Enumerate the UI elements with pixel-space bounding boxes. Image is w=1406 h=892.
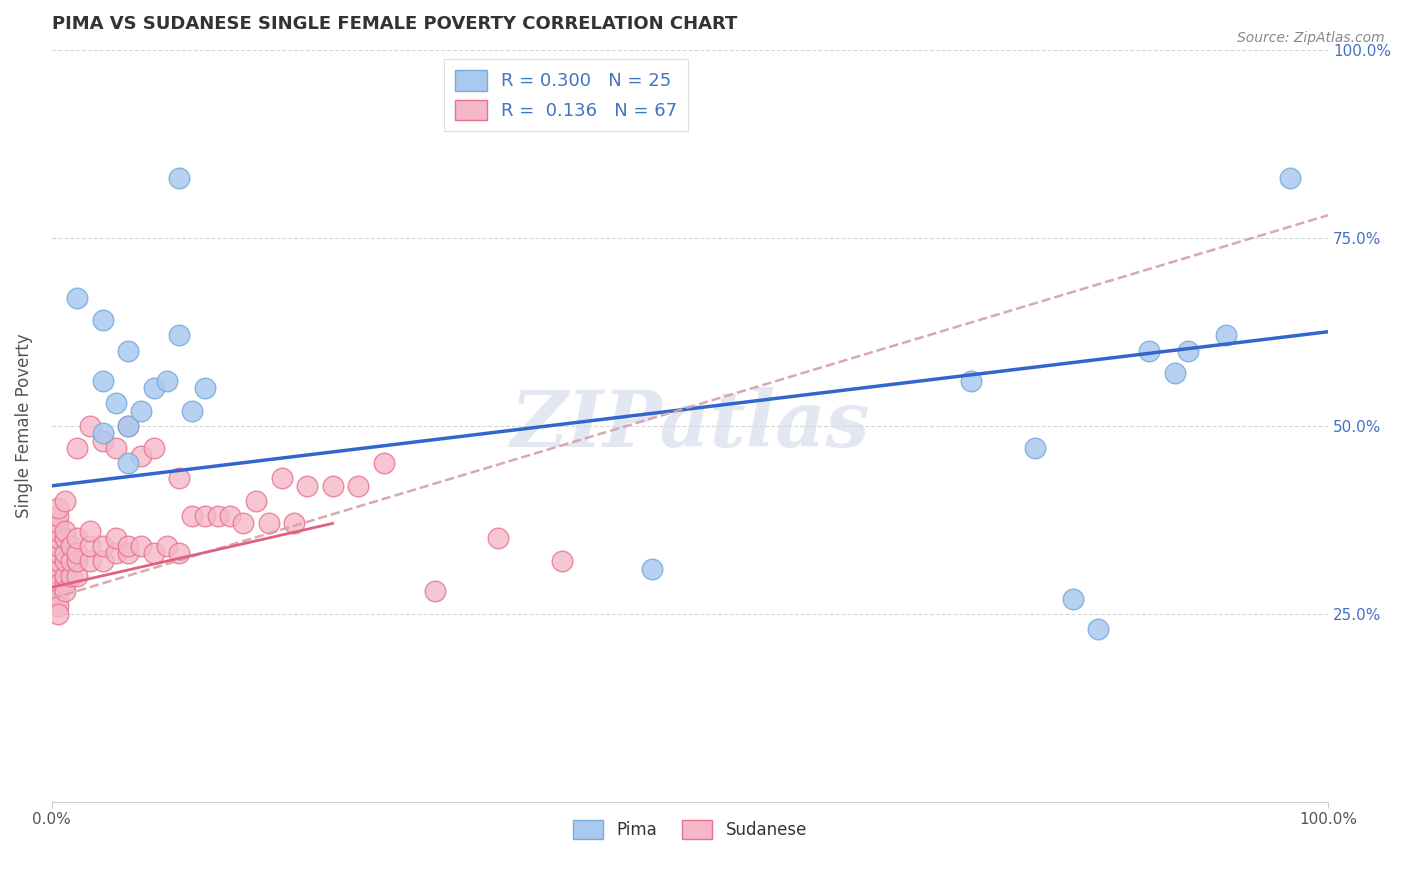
Point — [46, 524, 69, 538]
Point — [257, 516, 280, 531]
Point — [142, 547, 165, 561]
Point — [53, 532, 76, 546]
Point — [129, 403, 152, 417]
Point — [46, 508, 69, 523]
Point — [46, 569, 69, 583]
Point — [79, 554, 101, 568]
Text: ZIPatlas: ZIPatlas — [510, 387, 870, 464]
Point — [156, 374, 179, 388]
Point — [169, 547, 191, 561]
Point — [66, 442, 89, 456]
Point — [91, 374, 114, 388]
Point — [169, 328, 191, 343]
Point — [1164, 366, 1187, 380]
Point — [1024, 442, 1046, 456]
Point — [46, 591, 69, 606]
Point — [1215, 328, 1237, 343]
Point — [295, 479, 318, 493]
Point — [129, 449, 152, 463]
Point — [423, 584, 446, 599]
Point — [46, 501, 69, 516]
Point — [91, 313, 114, 327]
Point — [53, 524, 76, 538]
Point — [169, 170, 191, 185]
Point — [373, 456, 395, 470]
Point — [46, 554, 69, 568]
Point — [53, 494, 76, 508]
Point — [129, 539, 152, 553]
Point — [46, 547, 69, 561]
Point — [117, 456, 139, 470]
Point — [232, 516, 254, 531]
Point — [207, 508, 229, 523]
Point — [1278, 170, 1301, 185]
Point — [46, 599, 69, 614]
Point — [79, 539, 101, 553]
Point — [1177, 343, 1199, 358]
Point — [347, 479, 370, 493]
Point — [104, 442, 127, 456]
Point — [104, 547, 127, 561]
Point — [66, 532, 89, 546]
Point — [53, 576, 76, 591]
Point — [104, 396, 127, 410]
Point — [1062, 591, 1084, 606]
Point — [117, 418, 139, 433]
Point — [46, 561, 69, 575]
Point — [66, 569, 89, 583]
Point — [640, 561, 662, 575]
Point — [142, 442, 165, 456]
Point — [59, 554, 82, 568]
Legend: Pima, Sudanese: Pima, Sudanese — [567, 814, 814, 846]
Point — [66, 554, 89, 568]
Point — [46, 584, 69, 599]
Point — [91, 426, 114, 441]
Point — [59, 569, 82, 583]
Point — [117, 343, 139, 358]
Point — [117, 539, 139, 553]
Point — [46, 607, 69, 621]
Text: Source: ZipAtlas.com: Source: ZipAtlas.com — [1237, 31, 1385, 45]
Point — [79, 524, 101, 538]
Point — [46, 516, 69, 531]
Point — [104, 532, 127, 546]
Point — [53, 569, 76, 583]
Point — [117, 418, 139, 433]
Point — [46, 576, 69, 591]
Point — [488, 532, 510, 546]
Y-axis label: Single Female Poverty: Single Female Poverty — [15, 334, 32, 518]
Point — [169, 471, 191, 485]
Point — [53, 547, 76, 561]
Point — [53, 554, 76, 568]
Point — [270, 471, 292, 485]
Point — [46, 532, 69, 546]
Point — [551, 554, 574, 568]
Point — [59, 539, 82, 553]
Point — [1087, 622, 1109, 636]
Point — [219, 508, 242, 523]
Point — [91, 539, 114, 553]
Point — [245, 494, 267, 508]
Point — [91, 554, 114, 568]
Point — [194, 508, 217, 523]
Point — [142, 381, 165, 395]
Point — [181, 508, 204, 523]
Point — [91, 434, 114, 448]
Point — [156, 539, 179, 553]
Text: PIMA VS SUDANESE SINGLE FEMALE POVERTY CORRELATION CHART: PIMA VS SUDANESE SINGLE FEMALE POVERTY C… — [52, 15, 737, 33]
Point — [194, 381, 217, 395]
Point — [66, 291, 89, 305]
Point — [181, 403, 204, 417]
Point — [117, 547, 139, 561]
Point — [46, 539, 69, 553]
Point — [1139, 343, 1161, 358]
Point — [66, 547, 89, 561]
Point — [959, 374, 981, 388]
Point — [322, 479, 344, 493]
Point — [53, 584, 76, 599]
Point — [79, 418, 101, 433]
Point — [283, 516, 305, 531]
